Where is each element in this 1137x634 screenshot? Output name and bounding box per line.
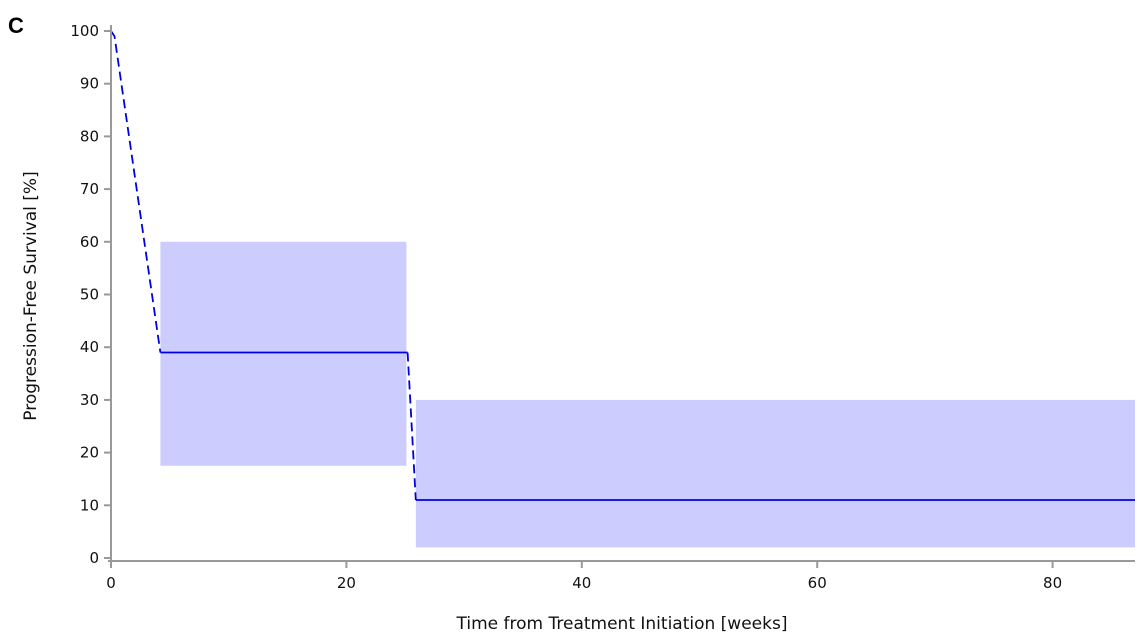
y-tick-label: 60 bbox=[80, 233, 99, 251]
confidence-bands bbox=[160, 241, 1136, 548]
y-tick-label: 40 bbox=[80, 338, 99, 356]
x-tick-label: 80 bbox=[1043, 574, 1062, 592]
y-tick-label: 0 bbox=[89, 549, 99, 567]
y-tick-label: 80 bbox=[80, 127, 99, 145]
x-tick-label: 40 bbox=[572, 574, 591, 592]
y-tick-label: 90 bbox=[80, 75, 99, 93]
y-tick-label: 20 bbox=[80, 444, 99, 462]
x-axis-label: Time from Treatment Initiation [weeks] bbox=[456, 614, 788, 634]
x-tick-label: 60 bbox=[808, 574, 827, 592]
y-tick-label: 70 bbox=[80, 180, 99, 198]
axes: 0 10 20 30 40 50 60 70 80 90 100 0 20 40 60 80 bbox=[70, 22, 1135, 592]
x-tick-label: 20 bbox=[337, 574, 356, 592]
survival-curve bbox=[110, 30, 1135, 501]
confidence-band-2 bbox=[415, 399, 1136, 548]
curve-segment-dashed-3 bbox=[406, 352, 417, 501]
confidence-band-1 bbox=[160, 241, 407, 466]
y-tick-label: 10 bbox=[80, 496, 99, 514]
curve-segment-dashed-1 bbox=[110, 30, 162, 353]
y-tick-label: 30 bbox=[80, 391, 99, 409]
y-tick-label: 50 bbox=[80, 286, 99, 304]
y-axis-label: Progression-Free Survival [%] bbox=[21, 171, 41, 420]
x-tick-label: 0 bbox=[106, 574, 116, 592]
panel-label: C bbox=[8, 13, 24, 38]
y-tick-label: 100 bbox=[70, 22, 99, 40]
